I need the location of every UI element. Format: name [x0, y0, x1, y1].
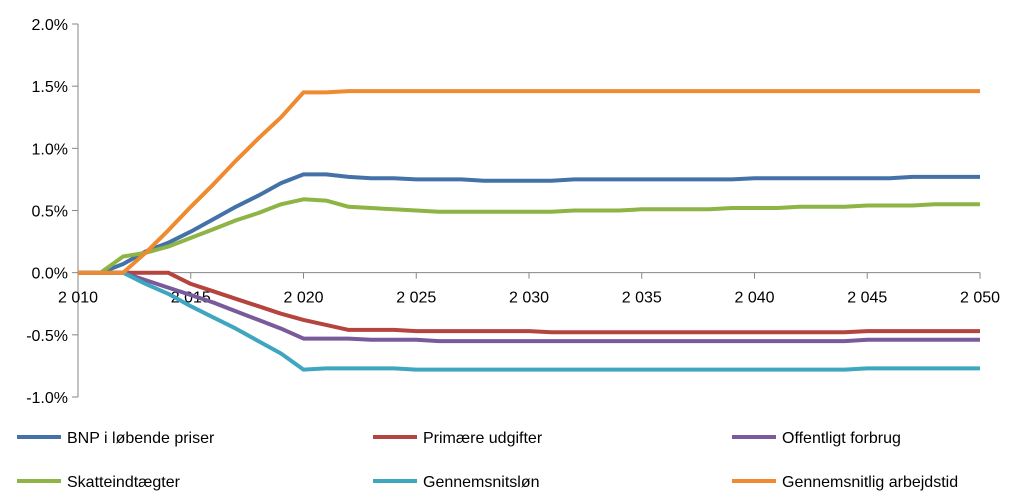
x-tick-label: 2 020	[283, 290, 323, 307]
legend: BNP i løbende priser Primære udgifter Offe…	[17, 430, 958, 491]
y-tick-label: -0.5%	[26, 328, 68, 345]
y-tick-label: 2.0%	[32, 17, 68, 34]
axes	[72, 23, 981, 398]
x-tick-label: 2 010	[58, 290, 98, 307]
x-tick-label: 2 025	[396, 290, 436, 307]
series-line	[78, 270, 980, 344]
y-tick-label: 1.5%	[32, 79, 68, 96]
x-axis-ticks	[77, 272, 981, 279]
x-tick-label: 2 030	[509, 290, 549, 307]
x-axis-tick-labels: 2 010 2 015 2 020 2 025 2 030 2 035 2 040 2 045…	[58, 290, 1000, 307]
legend-label: Gennemsnitsløn	[423, 474, 540, 491]
x-tick-label: 2 050	[960, 290, 1000, 307]
series-line	[78, 197, 980, 275]
series-line	[78, 270, 980, 335]
y-tick-label: -1.0%	[26, 390, 68, 407]
legend-label: Skatteindtægter	[67, 474, 181, 491]
series-line	[78, 270, 980, 372]
y-tick-label: 0.5%	[32, 204, 68, 221]
y-axis-ticks	[72, 23, 78, 398]
legend-label: BNP i løbende priser	[67, 430, 215, 447]
x-tick-label: 2 035	[622, 290, 662, 307]
series-line	[78, 172, 980, 275]
series-line	[78, 89, 980, 275]
x-tick-label: 2 040	[734, 290, 774, 307]
y-tick-label: 1.0%	[32, 141, 68, 158]
y-tick-label: 0.0%	[32, 266, 68, 283]
series-lines	[78, 89, 980, 372]
y-axis-tick-labels: 2.0% 1.5% 1.0% 0.5% 0.0% -0.5% -1.0%	[26, 17, 68, 407]
legend-label: Offentligt forbrug	[782, 430, 901, 447]
x-tick-label: 2 045	[847, 290, 887, 307]
legend-label: Gennemsnitlig arbejdstid	[782, 474, 958, 491]
legend-label: Primære udgifter	[423, 430, 543, 447]
